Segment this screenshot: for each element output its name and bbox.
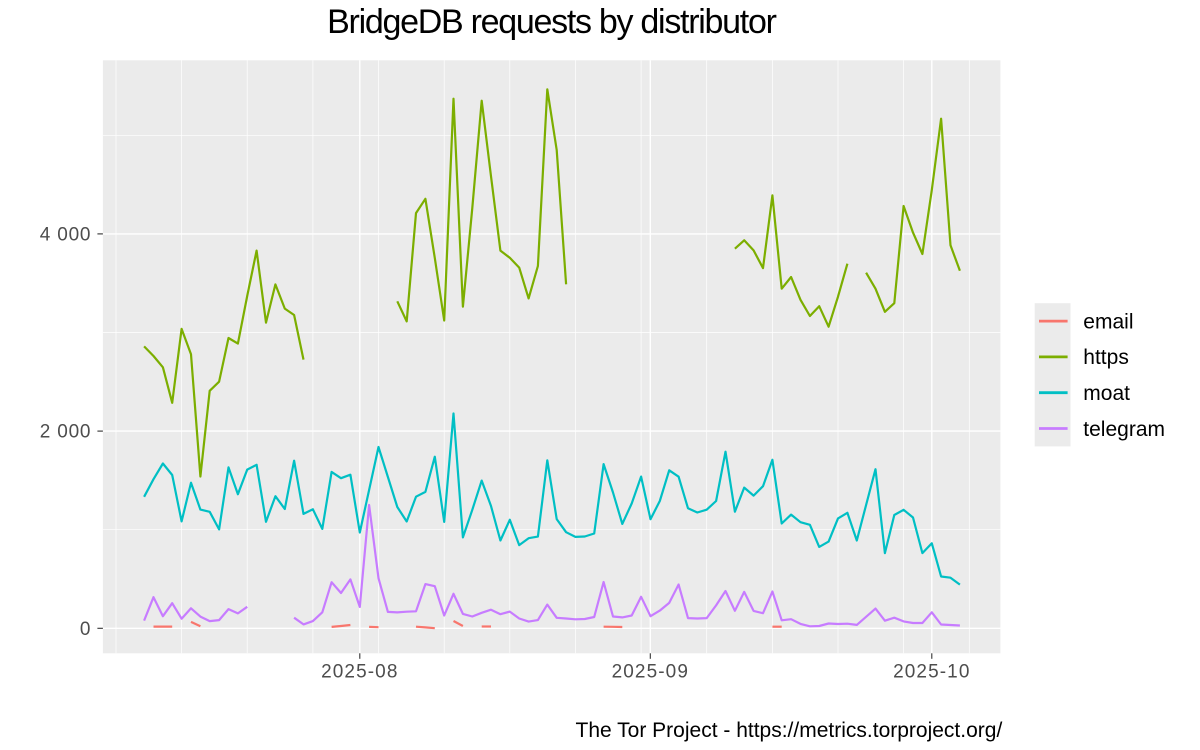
svg-text:2025-08: 2025-08 xyxy=(321,662,398,683)
svg-text:4 000: 4 000 xyxy=(40,225,92,246)
svg-text:2025-09: 2025-09 xyxy=(612,662,689,683)
svg-text:moat: moat xyxy=(1083,382,1130,405)
svg-text:https: https xyxy=(1083,346,1129,369)
svg-text:telegram: telegram xyxy=(1083,418,1165,441)
svg-text:BridgeDB requests by distribut: BridgeDB requests by distributor xyxy=(327,3,776,41)
svg-text:email: email xyxy=(1083,310,1133,333)
svg-text:2025-10: 2025-10 xyxy=(893,662,970,683)
svg-text:The Tor Project - https://metr: The Tor Project - https://metrics.torpro… xyxy=(576,719,1003,742)
svg-text:2 000: 2 000 xyxy=(40,422,92,443)
svg-text:0: 0 xyxy=(80,619,91,640)
